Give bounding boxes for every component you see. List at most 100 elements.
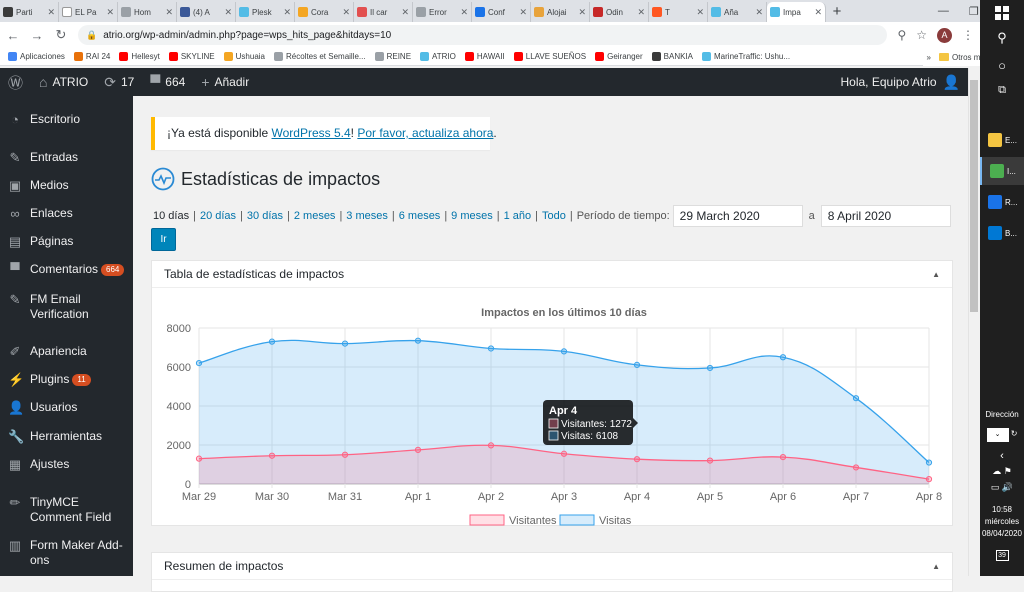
sidebar-item-tinymce-comment-field[interactable]: ✏ TinyMCE Comment Field — [0, 495, 133, 525]
browser-tab[interactable]: Plesk ✕ — [236, 2, 295, 22]
period-link[interactable]: 2 meses — [293, 210, 336, 222]
page-scrollbar-thumb[interactable] — [970, 80, 978, 312]
bookmark-item[interactable]: Aplicaciones — [8, 52, 65, 61]
period-link[interactable]: 10 días — [153, 210, 190, 222]
period-link[interactable]: 9 meses — [451, 210, 493, 222]
clock-date[interactable]: 08/04/2020 — [981, 529, 1023, 538]
sidebar-item-escritorio[interactable]: ◔ Escritorio — [0, 112, 133, 127]
zoom-icon[interactable]: ⚲ — [897, 28, 907, 42]
data-point-visitantes[interactable] — [487, 442, 495, 449]
sidebar-item-form-maker-add-ons[interactable]: ▥ Form Maker Add-ons — [0, 538, 133, 568]
menu-dots-icon[interactable]: ⋮ — [962, 28, 974, 42]
updates-link[interactable]: ⟳ 17 — [96, 74, 142, 91]
taskbar-app[interactable]: R... — [980, 188, 1024, 216]
data-point-visitas[interactable] — [487, 345, 495, 352]
bookmark-item[interactable]: MarineTraffic: Ushu... — [702, 52, 790, 61]
tab-close-icon[interactable]: ✕ — [283, 6, 291, 17]
tab-close-icon[interactable]: ✕ — [460, 6, 468, 17]
data-point-visitantes[interactable] — [414, 446, 422, 453]
data-point-visitantes[interactable] — [779, 453, 787, 461]
browser-tab[interactable]: Impa ✕ — [767, 2, 826, 22]
restore-icon[interactable]: ❐ — [968, 5, 979, 18]
data-point-visitantes[interactable] — [633, 456, 641, 463]
sidebar-item-herramientas[interactable]: 🔧 Herramientas — [0, 429, 133, 444]
cortana-icon[interactable]: ○ — [998, 58, 1006, 73]
browser-tab[interactable]: (4) A ✕ — [177, 2, 236, 22]
clock-time[interactable]: 10:58 — [991, 505, 1013, 514]
tab-close-icon[interactable]: ✕ — [224, 6, 232, 17]
data-point-visitas[interactable] — [560, 348, 568, 355]
date-from-input[interactable] — [672, 205, 803, 227]
chevron-left-icon[interactable]: ‹ — [1000, 450, 1004, 462]
tab-close-icon[interactable]: ✕ — [755, 6, 763, 17]
bookmark-item[interactable]: ATRIO — [420, 52, 456, 61]
data-point-visitas[interactable] — [706, 364, 714, 372]
tab-close-icon[interactable]: ✕ — [165, 6, 173, 17]
star-icon[interactable]: ☆ — [916, 28, 927, 42]
windows-start-icon[interactable] — [980, 6, 1024, 22]
back-icon[interactable]: ← — [6, 27, 20, 43]
sidebar-item-entradas[interactable]: ✎ Entradas — [0, 150, 133, 165]
comments-link[interactable]: ▀ 664 — [142, 74, 193, 90]
sidebar-item-usuarios[interactable]: 👤 Usuarios — [0, 400, 133, 415]
sidebar-item-plugins[interactable]: ⚡ Plugins 11 — [0, 372, 133, 387]
legend-label[interactable]: Visitas — [599, 515, 632, 527]
collapse-icon[interactable]: ▲ — [932, 269, 940, 279]
bookmark-item[interactable]: BANKIA — [651, 52, 693, 61]
data-point-visitas[interactable] — [633, 361, 641, 368]
tab-close-icon[interactable]: ✕ — [47, 6, 55, 17]
minimize-icon[interactable]: — — [937, 5, 949, 17]
volume-icon[interactable]: ▭ 🔊 — [990, 482, 1014, 492]
browser-tab[interactable]: Hom ✕ — [118, 2, 177, 22]
wordpress-version-link[interactable]: WordPress 5.4 — [271, 126, 351, 140]
period-link[interactable]: 20 días — [199, 210, 237, 222]
sidebar-item-apariencia[interactable]: ✐ Apariencia — [0, 344, 133, 359]
hits-chart-box-header[interactable]: Tabla de estadísticas de impactos ▲ — [152, 261, 952, 288]
data-point-visitas[interactable] — [779, 354, 787, 361]
wp-logo[interactable]: Ⓦ — [0, 72, 31, 93]
data-point-visitantes[interactable] — [268, 452, 276, 459]
update-now-link[interactable]: Por favor, actualiza ahora — [357, 126, 494, 140]
taskbar-app[interactable]: I... — [980, 157, 1024, 185]
bookmark-item[interactable]: LLAVE SUEÑOS — [513, 52, 586, 61]
forward-icon[interactable]: → — [30, 27, 44, 43]
period-link[interactable]: Todo — [542, 210, 566, 222]
address-toolbar[interactable]: ⌄ ↻ — [980, 428, 1024, 442]
bookmarks-more-button[interactable]: » — [926, 52, 931, 62]
tab-close-icon[interactable]: ✕ — [696, 6, 704, 17]
data-point-visitas[interactable] — [268, 338, 276, 345]
site-name-link[interactable]: ⌂ ATRIO — [31, 74, 96, 90]
tab-close-icon[interactable]: ✕ — [814, 6, 822, 17]
legend-swatch[interactable] — [469, 514, 505, 526]
period-link[interactable]: 3 meses — [346, 210, 388, 222]
tab-close-icon[interactable]: ✕ — [578, 6, 586, 17]
browser-tab[interactable]: T ✕ — [649, 2, 708, 22]
data-point-visitas[interactable] — [852, 395, 860, 402]
tab-close-icon[interactable]: ✕ — [637, 6, 645, 17]
bookmark-item[interactable]: RAI 24 — [73, 52, 110, 61]
data-point-visitas[interactable] — [195, 360, 203, 367]
task-view-icon[interactable]: ⧉ — [998, 84, 1006, 96]
browser-tab[interactable]: Aña ✕ — [708, 2, 767, 22]
go-button[interactable]: Ir — [151, 228, 176, 251]
browser-tab[interactable]: Cora ✕ — [295, 2, 354, 22]
legend-swatch[interactable] — [559, 514, 595, 526]
data-point-visitas[interactable] — [925, 459, 933, 466]
bookmark-item[interactable]: Geiranger — [595, 52, 643, 61]
sidebar-item-fm-email-verification[interactable]: ✎ FM Email Verification — [0, 292, 133, 322]
period-link[interactable]: 6 meses — [398, 210, 441, 222]
address-bar[interactable]: 🔒 atrio.org/wp-admin/admin.php?page=wps_… — [78, 25, 888, 45]
period-link[interactable]: 1 año — [503, 210, 532, 222]
tab-close-icon[interactable]: ✕ — [106, 6, 114, 17]
browser-tab[interactable]: Il car ✕ — [354, 2, 413, 22]
sidebar-item-ajustes[interactable]: ▦ Ajustes — [0, 457, 133, 472]
profile-avatar[interactable]: A — [937, 27, 952, 43]
browser-tab[interactable]: Odin ✕ — [590, 2, 649, 22]
add-new-link[interactable]: + Añadir — [193, 74, 257, 90]
data-point-visitas[interactable] — [341, 340, 349, 347]
browser-tab[interactable]: Alojai ✕ — [531, 2, 590, 22]
sidebar-item-medios[interactable]: ▣ Medios — [0, 178, 133, 193]
data-point-visitantes[interactable] — [852, 464, 860, 471]
search-icon[interactable]: ⚲ — [997, 30, 1007, 45]
data-point-visitantes[interactable] — [560, 450, 568, 457]
